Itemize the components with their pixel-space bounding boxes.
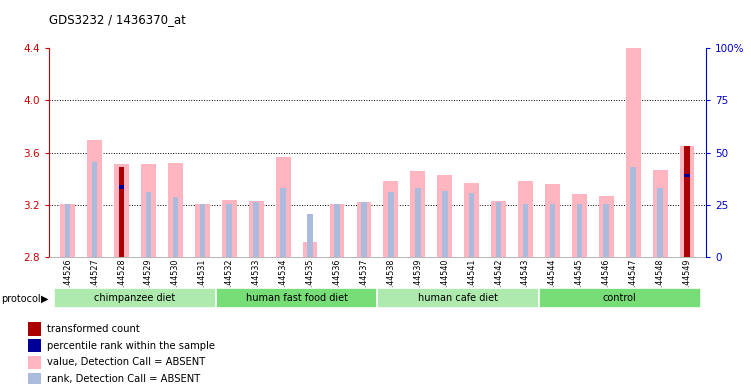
Bar	[29, 322, 41, 336]
Bar	[119, 167, 125, 257]
Bar	[200, 204, 205, 257]
Bar	[330, 204, 345, 257]
Bar	[216, 288, 378, 308]
Bar	[276, 157, 291, 257]
Bar	[357, 202, 371, 257]
Bar	[65, 204, 71, 257]
Text: percentile rank within the sample: percentile rank within the sample	[47, 341, 216, 351]
Bar	[684, 175, 690, 257]
Text: GDS3232 / 1436370_at: GDS3232 / 1436370_at	[49, 13, 185, 26]
Bar	[222, 200, 237, 257]
Bar	[168, 163, 182, 257]
Bar	[630, 167, 636, 257]
Bar	[249, 201, 264, 257]
Bar	[307, 214, 313, 257]
Bar	[415, 188, 421, 257]
Bar	[550, 204, 555, 257]
Bar	[227, 204, 232, 257]
Bar	[469, 193, 475, 257]
Bar	[572, 195, 587, 257]
Bar	[518, 181, 533, 257]
Bar	[684, 174, 690, 177]
Bar	[496, 202, 502, 257]
Text: protocol: protocol	[2, 294, 41, 304]
Text: human fast food diet: human fast food diet	[246, 293, 348, 303]
Text: human cafe diet: human cafe diet	[418, 293, 498, 303]
Bar	[599, 196, 614, 257]
Bar	[626, 44, 641, 257]
Bar	[119, 187, 125, 257]
Bar	[680, 146, 695, 257]
Bar	[442, 190, 448, 257]
Bar	[388, 192, 394, 257]
Text: transformed count: transformed count	[47, 324, 140, 334]
Bar	[173, 197, 178, 257]
Bar	[334, 204, 339, 257]
Bar	[464, 183, 479, 257]
Bar	[653, 170, 668, 257]
Bar	[54, 288, 216, 308]
Bar	[29, 356, 41, 369]
Text: control: control	[603, 293, 637, 303]
Bar	[437, 175, 452, 257]
Bar	[29, 339, 41, 353]
Bar	[280, 188, 286, 257]
Bar	[378, 288, 539, 308]
Bar	[684, 146, 690, 257]
Bar	[141, 164, 156, 257]
Bar	[146, 192, 151, 257]
Text: ▶: ▶	[41, 294, 48, 304]
Bar	[253, 202, 259, 257]
Bar	[119, 185, 125, 189]
Text: chimpanzee diet: chimpanzee diet	[95, 293, 176, 303]
Bar	[410, 171, 425, 257]
Bar	[29, 372, 41, 384]
Bar	[114, 164, 129, 257]
Bar	[195, 204, 210, 257]
Bar	[539, 288, 701, 308]
Bar	[384, 181, 398, 257]
Bar	[657, 188, 663, 257]
Bar	[303, 242, 318, 257]
Bar	[361, 202, 366, 257]
Text: value, Detection Call = ABSENT: value, Detection Call = ABSENT	[47, 358, 206, 367]
Bar	[604, 204, 609, 257]
Bar	[60, 204, 75, 257]
Bar	[577, 204, 582, 257]
Bar	[491, 201, 506, 257]
Bar	[92, 162, 98, 257]
Bar	[523, 204, 528, 257]
Bar	[545, 184, 559, 257]
Text: rank, Detection Call = ABSENT: rank, Detection Call = ABSENT	[47, 374, 201, 384]
Bar	[87, 139, 102, 257]
